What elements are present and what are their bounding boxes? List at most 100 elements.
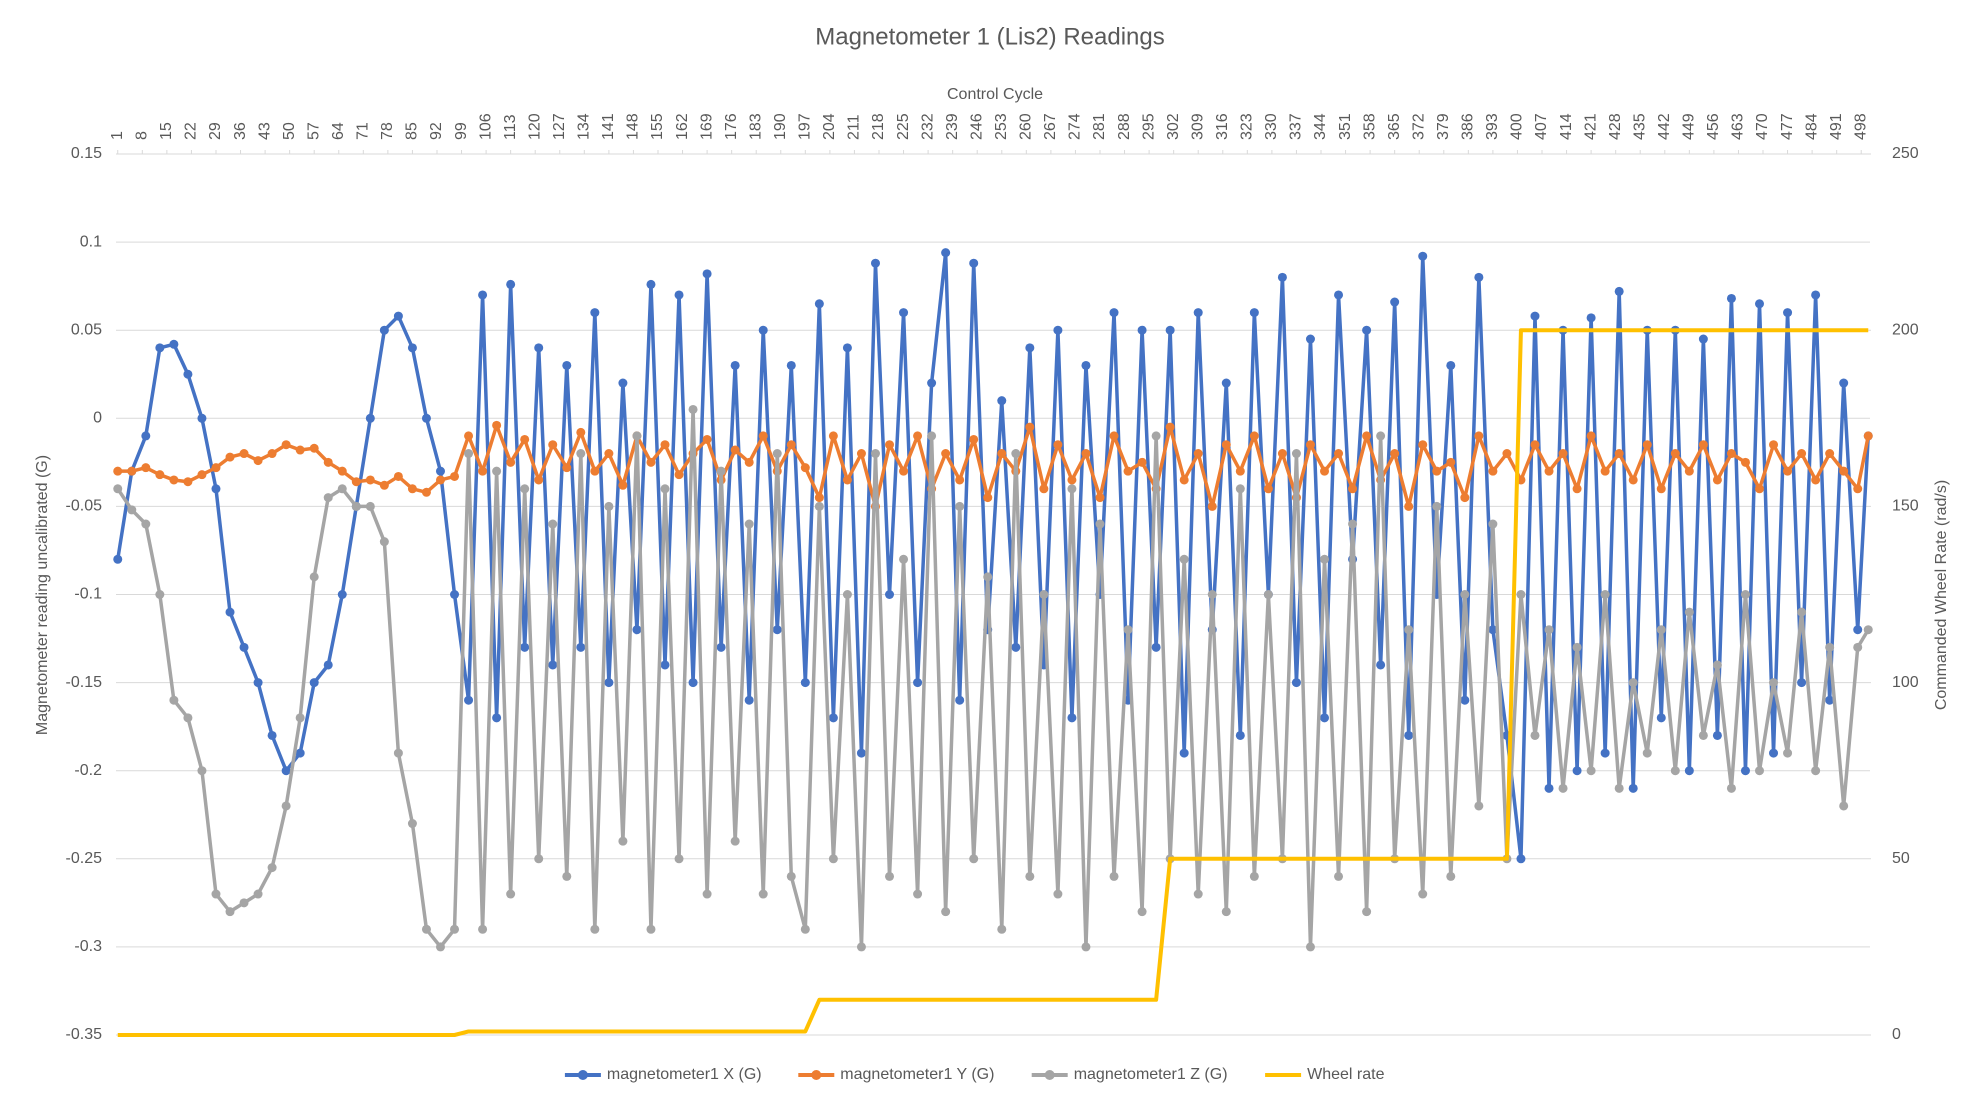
x-tick-label: 106 <box>477 113 494 140</box>
data-point <box>1572 642 1582 652</box>
data-point <box>1853 484 1863 494</box>
data-point <box>1853 625 1863 635</box>
data-point <box>1740 457 1750 467</box>
data-point <box>337 484 347 494</box>
data-point <box>337 466 347 476</box>
x-tick-label: 267 <box>1042 113 1059 140</box>
data-point <box>239 642 249 652</box>
data-point <box>1320 466 1330 476</box>
data-point <box>1418 251 1428 261</box>
data-point <box>351 477 361 487</box>
data-point <box>885 440 895 450</box>
data-point <box>253 456 263 466</box>
y2-tick-label: 200 <box>1892 321 1919 338</box>
data-point <box>337 590 347 599</box>
series-line <box>116 407 1870 949</box>
data-point <box>309 572 319 582</box>
data-point <box>1783 748 1793 758</box>
data-point <box>1488 466 1498 476</box>
x-tick-label: 162 <box>674 113 691 140</box>
x-tick-label: 330 <box>1263 113 1280 140</box>
y-tick-label: 0.15 <box>71 145 102 162</box>
data-point <box>281 766 291 776</box>
y-tick-label: 0.1 <box>80 233 102 250</box>
x-tick-label: 253 <box>993 113 1010 140</box>
data-point <box>1291 449 1301 459</box>
data-point <box>955 695 965 705</box>
data-point <box>1740 590 1750 599</box>
data-point <box>323 457 333 467</box>
data-point <box>1544 466 1554 476</box>
data-point <box>1726 783 1736 793</box>
x-tick-label: 85 <box>404 122 421 140</box>
data-point <box>814 299 824 309</box>
data-point <box>393 748 403 758</box>
data-point <box>1558 449 1568 459</box>
data-point <box>1712 730 1722 740</box>
x-tick-label: 323 <box>1239 113 1256 140</box>
x-tick-label: 22 <box>183 122 200 140</box>
y-tick-label: -0.3 <box>74 938 102 955</box>
data-point <box>1586 766 1596 776</box>
x-tick-label: 351 <box>1337 113 1354 140</box>
data-point <box>225 452 235 462</box>
x-tick-label: 134 <box>576 113 593 140</box>
data-point <box>730 360 740 370</box>
x-tick-label: 92 <box>428 122 445 140</box>
data-point <box>604 678 614 688</box>
data-point <box>267 863 277 873</box>
data-point <box>1642 440 1652 450</box>
data-point <box>688 678 698 688</box>
x-tick-label: 274 <box>1067 113 1084 140</box>
data-point <box>1432 466 1442 476</box>
data-point <box>1769 748 1779 758</box>
x-tick-label: 449 <box>1681 113 1698 140</box>
data-point <box>758 325 768 335</box>
data-point <box>1726 293 1736 303</box>
x-tick-label: 260 <box>1018 113 1035 140</box>
data-point <box>576 427 586 437</box>
x-tick-label: 78 <box>379 122 396 140</box>
x-tick-label: 57 <box>305 122 322 140</box>
data-point <box>1277 272 1287 282</box>
x-tick-label: 477 <box>1779 113 1796 140</box>
data-point <box>506 457 516 467</box>
y-tick-label: -0.25 <box>66 850 103 867</box>
data-point <box>927 431 937 441</box>
x-tick-label: 435 <box>1631 113 1648 140</box>
data-point <box>562 871 572 881</box>
data-point <box>927 378 937 388</box>
data-point <box>983 572 993 582</box>
data-point <box>141 463 151 473</box>
data-point <box>786 360 796 370</box>
data-point <box>1863 431 1873 441</box>
data-point <box>1263 484 1273 494</box>
data-point <box>1656 625 1666 635</box>
data-point <box>1123 625 1133 635</box>
x-tick-label: 239 <box>944 113 961 140</box>
data-point <box>379 537 389 547</box>
x-tick-label: 407 <box>1533 113 1550 140</box>
data-point <box>702 889 712 899</box>
data-point <box>1095 519 1105 529</box>
data-point <box>1726 449 1736 459</box>
data-point <box>1025 343 1035 353</box>
data-point <box>562 463 572 473</box>
data-point <box>730 836 740 846</box>
data-point <box>464 695 474 705</box>
data-point <box>744 519 754 529</box>
x-tick-label: 36 <box>232 122 249 140</box>
x-tick-label: 456 <box>1705 113 1722 140</box>
data-point <box>744 695 754 705</box>
data-point <box>379 480 389 490</box>
data-point <box>660 660 670 670</box>
data-point <box>492 420 502 430</box>
data-point <box>155 590 165 599</box>
data-point <box>660 484 670 494</box>
data-point <box>758 889 768 899</box>
x-tick-label: 148 <box>625 113 642 140</box>
data-point <box>253 678 263 688</box>
data-point <box>618 378 628 388</box>
data-point <box>548 440 558 450</box>
data-point <box>913 431 923 441</box>
